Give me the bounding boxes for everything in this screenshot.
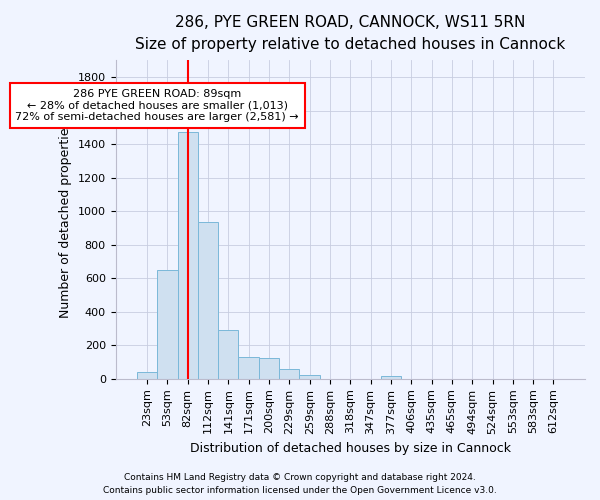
Y-axis label: Number of detached properties: Number of detached properties bbox=[59, 121, 72, 318]
Text: Contains HM Land Registry data © Crown copyright and database right 2024.
Contai: Contains HM Land Registry data © Crown c… bbox=[103, 474, 497, 495]
Title: 286, PYE GREEN ROAD, CANNOCK, WS11 5RN
Size of property relative to detached hou: 286, PYE GREEN ROAD, CANNOCK, WS11 5RN S… bbox=[135, 15, 565, 52]
Bar bbox=[198, 222, 218, 379]
Bar bbox=[218, 330, 238, 379]
X-axis label: Distribution of detached houses by size in Cannock: Distribution of detached houses by size … bbox=[190, 442, 511, 455]
Text: 286 PYE GREEN ROAD: 89sqm
← 28% of detached houses are smaller (1,013)
72% of se: 286 PYE GREEN ROAD: 89sqm ← 28% of detac… bbox=[16, 89, 299, 122]
Bar bbox=[157, 270, 178, 379]
Bar bbox=[238, 357, 259, 379]
Bar bbox=[279, 369, 299, 379]
Bar bbox=[178, 132, 198, 379]
Bar bbox=[381, 376, 401, 379]
Bar bbox=[299, 375, 320, 379]
Bar bbox=[137, 372, 157, 379]
Bar bbox=[259, 358, 279, 379]
